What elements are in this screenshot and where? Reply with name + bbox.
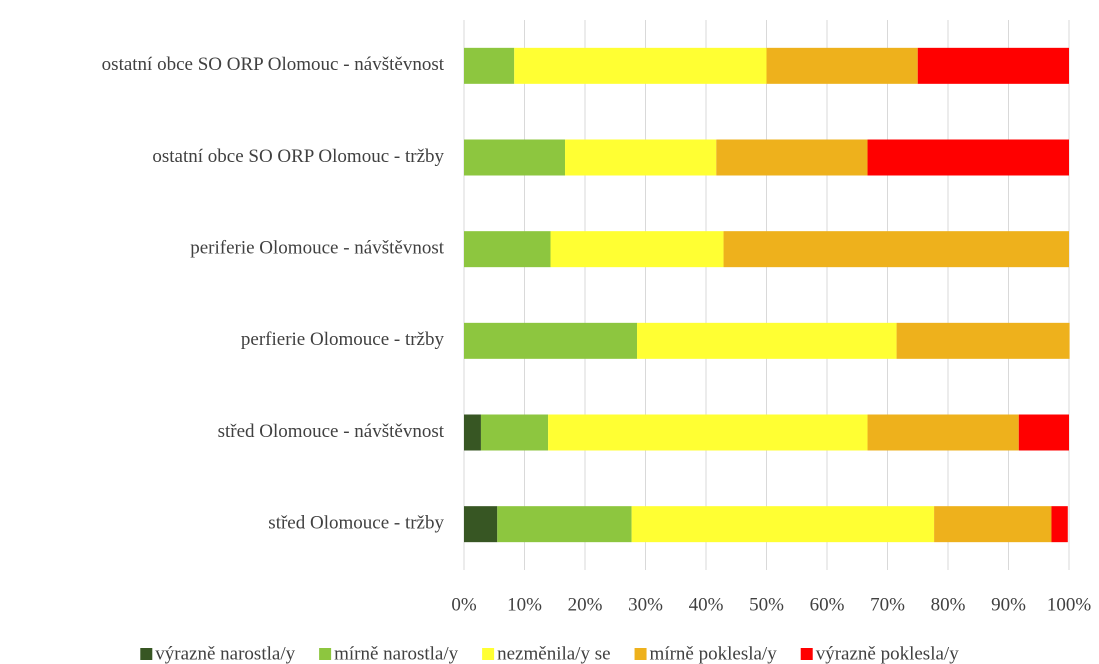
x-tick-label: 60% xyxy=(810,594,845,615)
x-tick-label: 90% xyxy=(991,594,1026,615)
bar-segment xyxy=(497,506,632,543)
legend-label: mírně narostla/y xyxy=(334,643,458,664)
legend-label: výrazně narostla/y xyxy=(155,643,295,664)
legend-swatch xyxy=(800,648,813,660)
bar-segment xyxy=(637,322,897,359)
x-tick-label: 70% xyxy=(870,594,905,615)
legend-swatch xyxy=(140,648,153,660)
bar-segment xyxy=(631,506,935,543)
bar-segment xyxy=(867,139,1069,176)
bar-segment xyxy=(565,139,717,176)
bar-segment xyxy=(1051,506,1068,543)
x-tick-label: 100% xyxy=(1047,594,1092,615)
bar-segment xyxy=(766,47,918,84)
x-tick-label: 20% xyxy=(568,594,603,615)
legend-label: nezměnila/y se xyxy=(497,643,610,664)
bar-segment xyxy=(464,47,515,84)
y-tick-label: střed Olomouce - návštěvnost xyxy=(218,421,445,442)
bar-segment xyxy=(464,231,551,268)
bar-segment xyxy=(464,322,638,359)
legend-swatch xyxy=(634,648,647,660)
y-tick-label: střed Olomouce - tržby xyxy=(268,513,444,534)
bar-segment xyxy=(716,139,868,176)
bar-segment xyxy=(464,139,566,176)
bar-segment xyxy=(464,414,481,451)
y-tick-label: ostatní obce SO ORP Olomouc - návštěvnos… xyxy=(102,54,445,75)
bar-segment xyxy=(896,322,1070,359)
bar-segment xyxy=(550,231,724,268)
legend-swatch xyxy=(319,648,332,660)
x-tick-label: 0% xyxy=(451,594,477,615)
x-tick-label: 40% xyxy=(689,594,724,615)
y-tick-label: periferie Olomouce - návštěvnost xyxy=(190,238,444,259)
bar-segment xyxy=(480,414,549,451)
legend-label: mírně poklesla/y xyxy=(650,643,778,664)
y-tick-label: ostatní obce SO ORP Olomouc - tržby xyxy=(152,146,444,167)
x-tick-label: 30% xyxy=(628,594,663,615)
bar-segment xyxy=(934,506,1052,543)
bar-segment xyxy=(464,506,498,543)
bar-segment xyxy=(514,47,767,84)
bar-segment xyxy=(867,414,1019,451)
bar-segment xyxy=(548,414,868,451)
bar-segment xyxy=(917,47,1069,84)
x-tick-label: 50% xyxy=(749,594,784,615)
x-tick-label: 80% xyxy=(931,594,966,615)
x-tick-label: 10% xyxy=(507,594,542,615)
y-tick-label: perfierie Olomouce - tržby xyxy=(241,329,445,350)
bar-segment xyxy=(723,231,1069,268)
legend-label: výrazně poklesla/y xyxy=(816,643,959,664)
legend-swatch xyxy=(482,648,495,660)
bar-segment xyxy=(1018,414,1069,451)
